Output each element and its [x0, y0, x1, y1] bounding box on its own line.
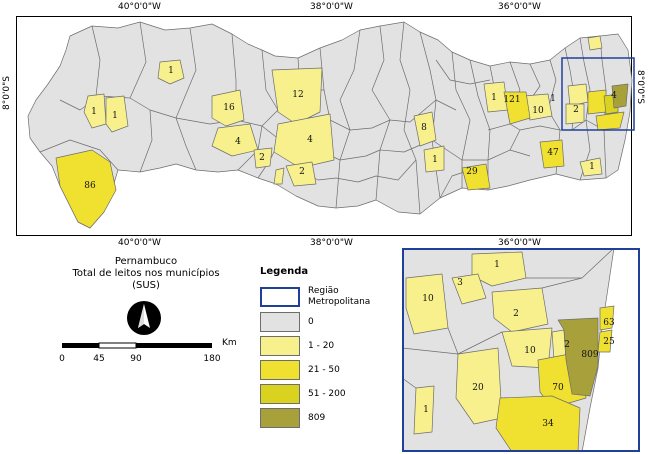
- inset-label: 1: [494, 260, 500, 270]
- map-label: 29: [466, 167, 478, 177]
- muni-34: [595, 111, 625, 131]
- muni-2b: [285, 161, 317, 187]
- scale-tick-45: 45: [93, 354, 105, 364]
- map-label: 8: [421, 123, 427, 133]
- legend-label-809: 809: [308, 412, 326, 423]
- inset-label: 20: [472, 383, 484, 393]
- map-label: 4: [611, 91, 617, 101]
- map-label: 10: [532, 106, 544, 116]
- map-label: 1: [112, 111, 118, 121]
- map-label: 86: [84, 181, 96, 191]
- map-label: 1: [491, 93, 497, 103]
- pernambuco-map: [27, 21, 635, 229]
- legend-label-0: 0: [308, 316, 314, 327]
- north-arrow-icon: [127, 301, 161, 335]
- legend-label-1-20: 1 - 20: [308, 340, 335, 351]
- inset-label: 25: [603, 337, 615, 347]
- map-label: 16: [223, 103, 235, 113]
- legend-swatch-51-200: [260, 384, 300, 404]
- muni-2a: [253, 147, 273, 169]
- inset-label: 809: [581, 350, 599, 360]
- coord-top-2: 38°0'0"W: [310, 2, 353, 12]
- scale-unit: Km: [222, 338, 237, 348]
- inset-label: 2: [564, 340, 570, 350]
- title-line-2: Total de leitos nos municípios: [72, 268, 220, 279]
- coord-top-1: 40°0'0"W: [118, 2, 161, 12]
- metro-region-box: [561, 57, 635, 131]
- muni-47: [539, 139, 565, 169]
- muni-1f: [587, 35, 603, 51]
- map-label: 1: [91, 107, 97, 117]
- map-title: Pernambuco Total de leitos nos município…: [56, 256, 236, 292]
- muni-1a: [157, 59, 185, 85]
- map-label: 2: [259, 153, 265, 163]
- legend-swatch-metro: [260, 287, 300, 307]
- muni-20: [587, 89, 607, 115]
- muni-1g: [579, 157, 603, 177]
- muni-2c: [565, 103, 585, 125]
- legend-item-51-200: 51 - 200: [260, 384, 346, 404]
- coord-bottom-1: 40°0'0"W: [118, 238, 161, 248]
- muni-1c: [105, 95, 129, 133]
- legend-item-809: 809: [260, 408, 325, 428]
- map-label: 121: [503, 95, 521, 105]
- muni-86: [55, 149, 117, 229]
- inset-label: 10: [422, 294, 434, 304]
- muni-16: [211, 89, 245, 127]
- legend-swatch-0: [260, 312, 300, 332]
- legend-label-metro: Região Metropolitana: [308, 286, 371, 307]
- inset-label: 1: [423, 405, 429, 415]
- muni-809: [611, 83, 629, 109]
- legend-item-metro: Região Metropolitana: [260, 286, 378, 308]
- legend-item-1-20: 1 - 20: [260, 336, 334, 356]
- legend-swatch-1-20: [260, 336, 300, 356]
- map-label: 1: [168, 66, 174, 76]
- muni-121: [503, 91, 531, 125]
- muni-1d: [423, 145, 445, 173]
- inset-label: 10: [524, 346, 536, 356]
- coord-bottom-3: 36°0'0"W: [498, 238, 541, 248]
- title-line-1: Pernambuco: [114, 256, 178, 267]
- coord-top-3: 36°0'0"W: [498, 2, 541, 12]
- inset-label: 3: [457, 278, 463, 288]
- map-label: 1: [432, 155, 438, 165]
- legend-item-0: 0: [260, 312, 314, 332]
- map-label: 4: [307, 135, 313, 145]
- metro-inset-map: [402, 248, 640, 452]
- map-label: 47: [547, 148, 559, 158]
- muni-1b: [83, 93, 107, 129]
- scale-bar: [62, 342, 212, 349]
- map-label: 1: [589, 162, 595, 172]
- inset-label: 34: [542, 419, 554, 429]
- muni-4a: [211, 123, 259, 157]
- map-label: 1: [550, 94, 556, 104]
- scale-tick-180: 180: [203, 354, 221, 364]
- legend-swatch-21-50: [260, 360, 300, 380]
- coord-bottom-2: 38°0'0"W: [310, 238, 353, 248]
- inset-label: 70: [552, 383, 564, 393]
- title-line-3: (SUS): [132, 280, 160, 291]
- legend-swatch-809: [260, 408, 300, 428]
- map-label: 2: [573, 105, 579, 115]
- legend-heading: Legenda: [260, 266, 309, 277]
- map-label: 4: [235, 137, 241, 147]
- map-label: 2: [299, 167, 305, 177]
- map-label: 12: [292, 90, 304, 100]
- inset-label: 2: [513, 309, 519, 319]
- legend-label-51-200: 51 - 200: [308, 388, 346, 399]
- scale-tick-90: 90: [130, 354, 142, 364]
- muni-1h: [273, 167, 285, 185]
- muni-8: [413, 111, 437, 147]
- scale-tick-0: 0: [59, 354, 65, 364]
- muni-10b: [567, 83, 589, 107]
- legend-item-21-50: 21 - 50: [260, 360, 340, 380]
- legend-label-21-50: 21 - 50: [308, 364, 340, 375]
- muni-29: [461, 163, 491, 191]
- muni-4b: [273, 113, 335, 169]
- inset-label: 63: [603, 318, 615, 328]
